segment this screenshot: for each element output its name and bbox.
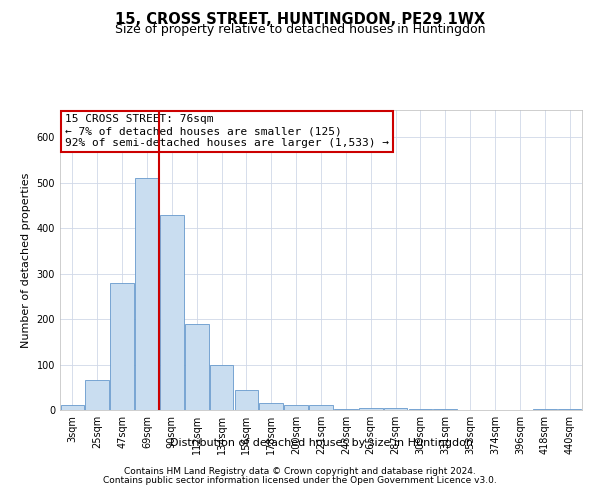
Bar (185, 324, 209, 410)
Bar (259, 403, 283, 410)
Text: 15, CROSS STREET, HUNTINGDON, PE29 1WX: 15, CROSS STREET, HUNTINGDON, PE29 1WX (115, 12, 485, 28)
Bar (359, 408, 383, 410)
Bar (533, 408, 557, 410)
Bar (433, 408, 457, 410)
Bar (135, 178, 159, 410)
Bar (334, 408, 358, 410)
Text: Contains HM Land Registry data © Crown copyright and database right 2024.: Contains HM Land Registry data © Crown c… (124, 467, 476, 476)
Bar (110, 282, 134, 410)
Text: Distribution of detached houses by size in Huntingdon: Distribution of detached houses by size … (170, 438, 473, 448)
Bar (85, 380, 109, 410)
Bar (284, 406, 308, 410)
Bar (210, 364, 233, 410)
Y-axis label: Number of detached properties: Number of detached properties (21, 172, 31, 348)
Text: Size of property relative to detached houses in Huntingdon: Size of property relative to detached ho… (115, 22, 485, 36)
Bar (409, 408, 432, 410)
Bar (235, 390, 258, 410)
Bar (160, 214, 184, 410)
Text: Contains public sector information licensed under the Open Government Licence v3: Contains public sector information licen… (103, 476, 497, 485)
Bar (558, 409, 581, 410)
Bar (384, 408, 407, 410)
Bar (61, 406, 84, 410)
Bar (309, 406, 333, 410)
Text: 15 CROSS STREET: 76sqm
← 7% of detached houses are smaller (125)
92% of semi-det: 15 CROSS STREET: 76sqm ← 7% of detached … (65, 114, 389, 148)
